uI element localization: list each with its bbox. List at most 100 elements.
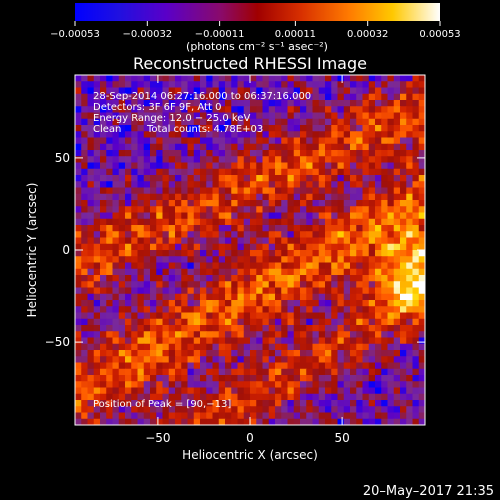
heatmap-cell bbox=[75, 93, 82, 101]
heatmap-cell bbox=[218, 237, 226, 245]
heatmap-cell bbox=[243, 75, 251, 82]
heatmap-cell bbox=[287, 218, 295, 226]
heatmap-cell bbox=[93, 200, 101, 207]
heatmap-cell bbox=[362, 162, 370, 170]
heatmap-cell bbox=[275, 193, 282, 201]
heatmap-cell bbox=[350, 118, 357, 126]
heatmap-cell bbox=[193, 193, 201, 201]
heatmap-cell bbox=[243, 137, 251, 145]
heatmap-cell bbox=[300, 187, 307, 195]
heatmap-cell bbox=[162, 100, 170, 107]
heatmap-cell bbox=[206, 87, 214, 95]
heatmap-cell bbox=[175, 312, 182, 320]
heatmap-cell bbox=[400, 381, 407, 389]
heatmap-cell bbox=[256, 137, 264, 145]
heatmap-cell bbox=[81, 218, 89, 226]
heatmap-cell bbox=[312, 100, 320, 107]
heatmap-cell bbox=[350, 325, 357, 332]
heatmap-cell bbox=[312, 356, 320, 364]
heatmap-cell bbox=[268, 162, 276, 170]
heatmap-cell bbox=[81, 362, 89, 370]
heatmap-cell bbox=[187, 193, 195, 201]
heatmap-cell bbox=[287, 200, 295, 207]
heatmap-cell bbox=[281, 250, 289, 257]
heatmap-cell bbox=[281, 343, 289, 351]
heatmap-cell bbox=[175, 306, 182, 314]
heatmap-cell bbox=[312, 368, 320, 376]
heatmap-cell bbox=[381, 75, 389, 82]
heatmap-cell bbox=[293, 418, 301, 425]
heatmap-cell bbox=[306, 93, 314, 101]
heatmap-cell bbox=[337, 400, 345, 407]
heatmap-cell bbox=[250, 368, 257, 376]
heatmap-cell bbox=[193, 168, 201, 176]
heatmap-cell bbox=[212, 250, 220, 257]
heatmap-cell bbox=[112, 193, 120, 201]
heatmap-cell bbox=[218, 125, 226, 132]
heatmap-cell bbox=[325, 250, 332, 257]
heatmap-cell bbox=[93, 156, 101, 164]
heatmap-cell bbox=[81, 281, 89, 289]
heatmap-cell bbox=[143, 250, 151, 257]
heatmap-cell bbox=[187, 168, 195, 176]
heatmap-cell bbox=[168, 206, 176, 214]
heatmap-cell bbox=[150, 293, 157, 301]
heatmap-cell bbox=[137, 262, 145, 270]
heatmap-cell bbox=[168, 187, 176, 195]
heatmap-cell bbox=[387, 250, 395, 257]
heatmap-cell bbox=[368, 312, 376, 320]
heatmap-cell bbox=[200, 393, 207, 401]
heatmap-cell bbox=[106, 337, 114, 345]
heatmap-cell bbox=[162, 331, 170, 339]
heatmap-cell bbox=[112, 75, 120, 82]
heatmap-cell bbox=[231, 93, 239, 101]
heatmap-cell bbox=[275, 325, 282, 332]
heatmap-cell bbox=[262, 237, 270, 245]
heatmap-cell bbox=[206, 325, 214, 332]
heatmap-cell bbox=[331, 150, 339, 157]
heatmap-cell bbox=[387, 131, 395, 139]
heatmap-cell bbox=[243, 368, 251, 376]
heatmap-cell bbox=[81, 293, 89, 301]
heatmap-cell bbox=[87, 225, 95, 232]
heatmap-cell bbox=[106, 256, 114, 264]
heatmap-cell bbox=[225, 125, 232, 132]
heatmap-cell bbox=[393, 137, 401, 145]
heatmap-cell bbox=[93, 231, 101, 239]
heatmap-cell bbox=[306, 243, 314, 251]
heatmap-cell bbox=[87, 356, 95, 364]
heatmap-cell bbox=[256, 106, 264, 114]
heatmap-cell bbox=[287, 343, 295, 351]
heatmap-cell bbox=[237, 181, 245, 189]
heatmap-cell bbox=[131, 75, 139, 82]
heatmap-cell bbox=[137, 156, 145, 164]
heatmap-cell bbox=[156, 143, 164, 151]
heatmap-cell bbox=[218, 225, 226, 232]
heatmap-cell bbox=[112, 300, 120, 307]
heatmap-cell bbox=[118, 168, 126, 176]
heatmap-cell bbox=[206, 187, 214, 195]
heatmap-cell bbox=[362, 81, 370, 89]
heatmap-cell bbox=[187, 256, 195, 264]
heatmap-cell bbox=[125, 393, 132, 401]
heatmap-cell bbox=[393, 275, 401, 282]
heatmap-cell bbox=[143, 162, 151, 170]
heatmap-cell bbox=[75, 175, 82, 182]
heatmap-cell bbox=[218, 87, 226, 95]
heatmap-cell bbox=[131, 356, 139, 364]
heatmap-cell bbox=[275, 406, 282, 414]
heatmap-cell bbox=[106, 175, 114, 182]
heatmap-cell bbox=[268, 250, 276, 257]
heatmap-cell bbox=[243, 237, 251, 245]
heatmap-cell bbox=[250, 225, 257, 232]
heatmap-cell bbox=[250, 306, 257, 314]
heatmap-cell bbox=[112, 306, 120, 314]
heatmap-cell bbox=[193, 281, 201, 289]
heatmap-cell bbox=[106, 150, 114, 157]
heatmap-cell bbox=[268, 168, 276, 176]
heatmap-cell bbox=[418, 118, 425, 126]
heatmap-cell bbox=[300, 100, 307, 107]
heatmap-cell bbox=[168, 312, 176, 320]
heatmap-cell bbox=[200, 368, 207, 376]
heatmap-cell bbox=[312, 418, 320, 425]
